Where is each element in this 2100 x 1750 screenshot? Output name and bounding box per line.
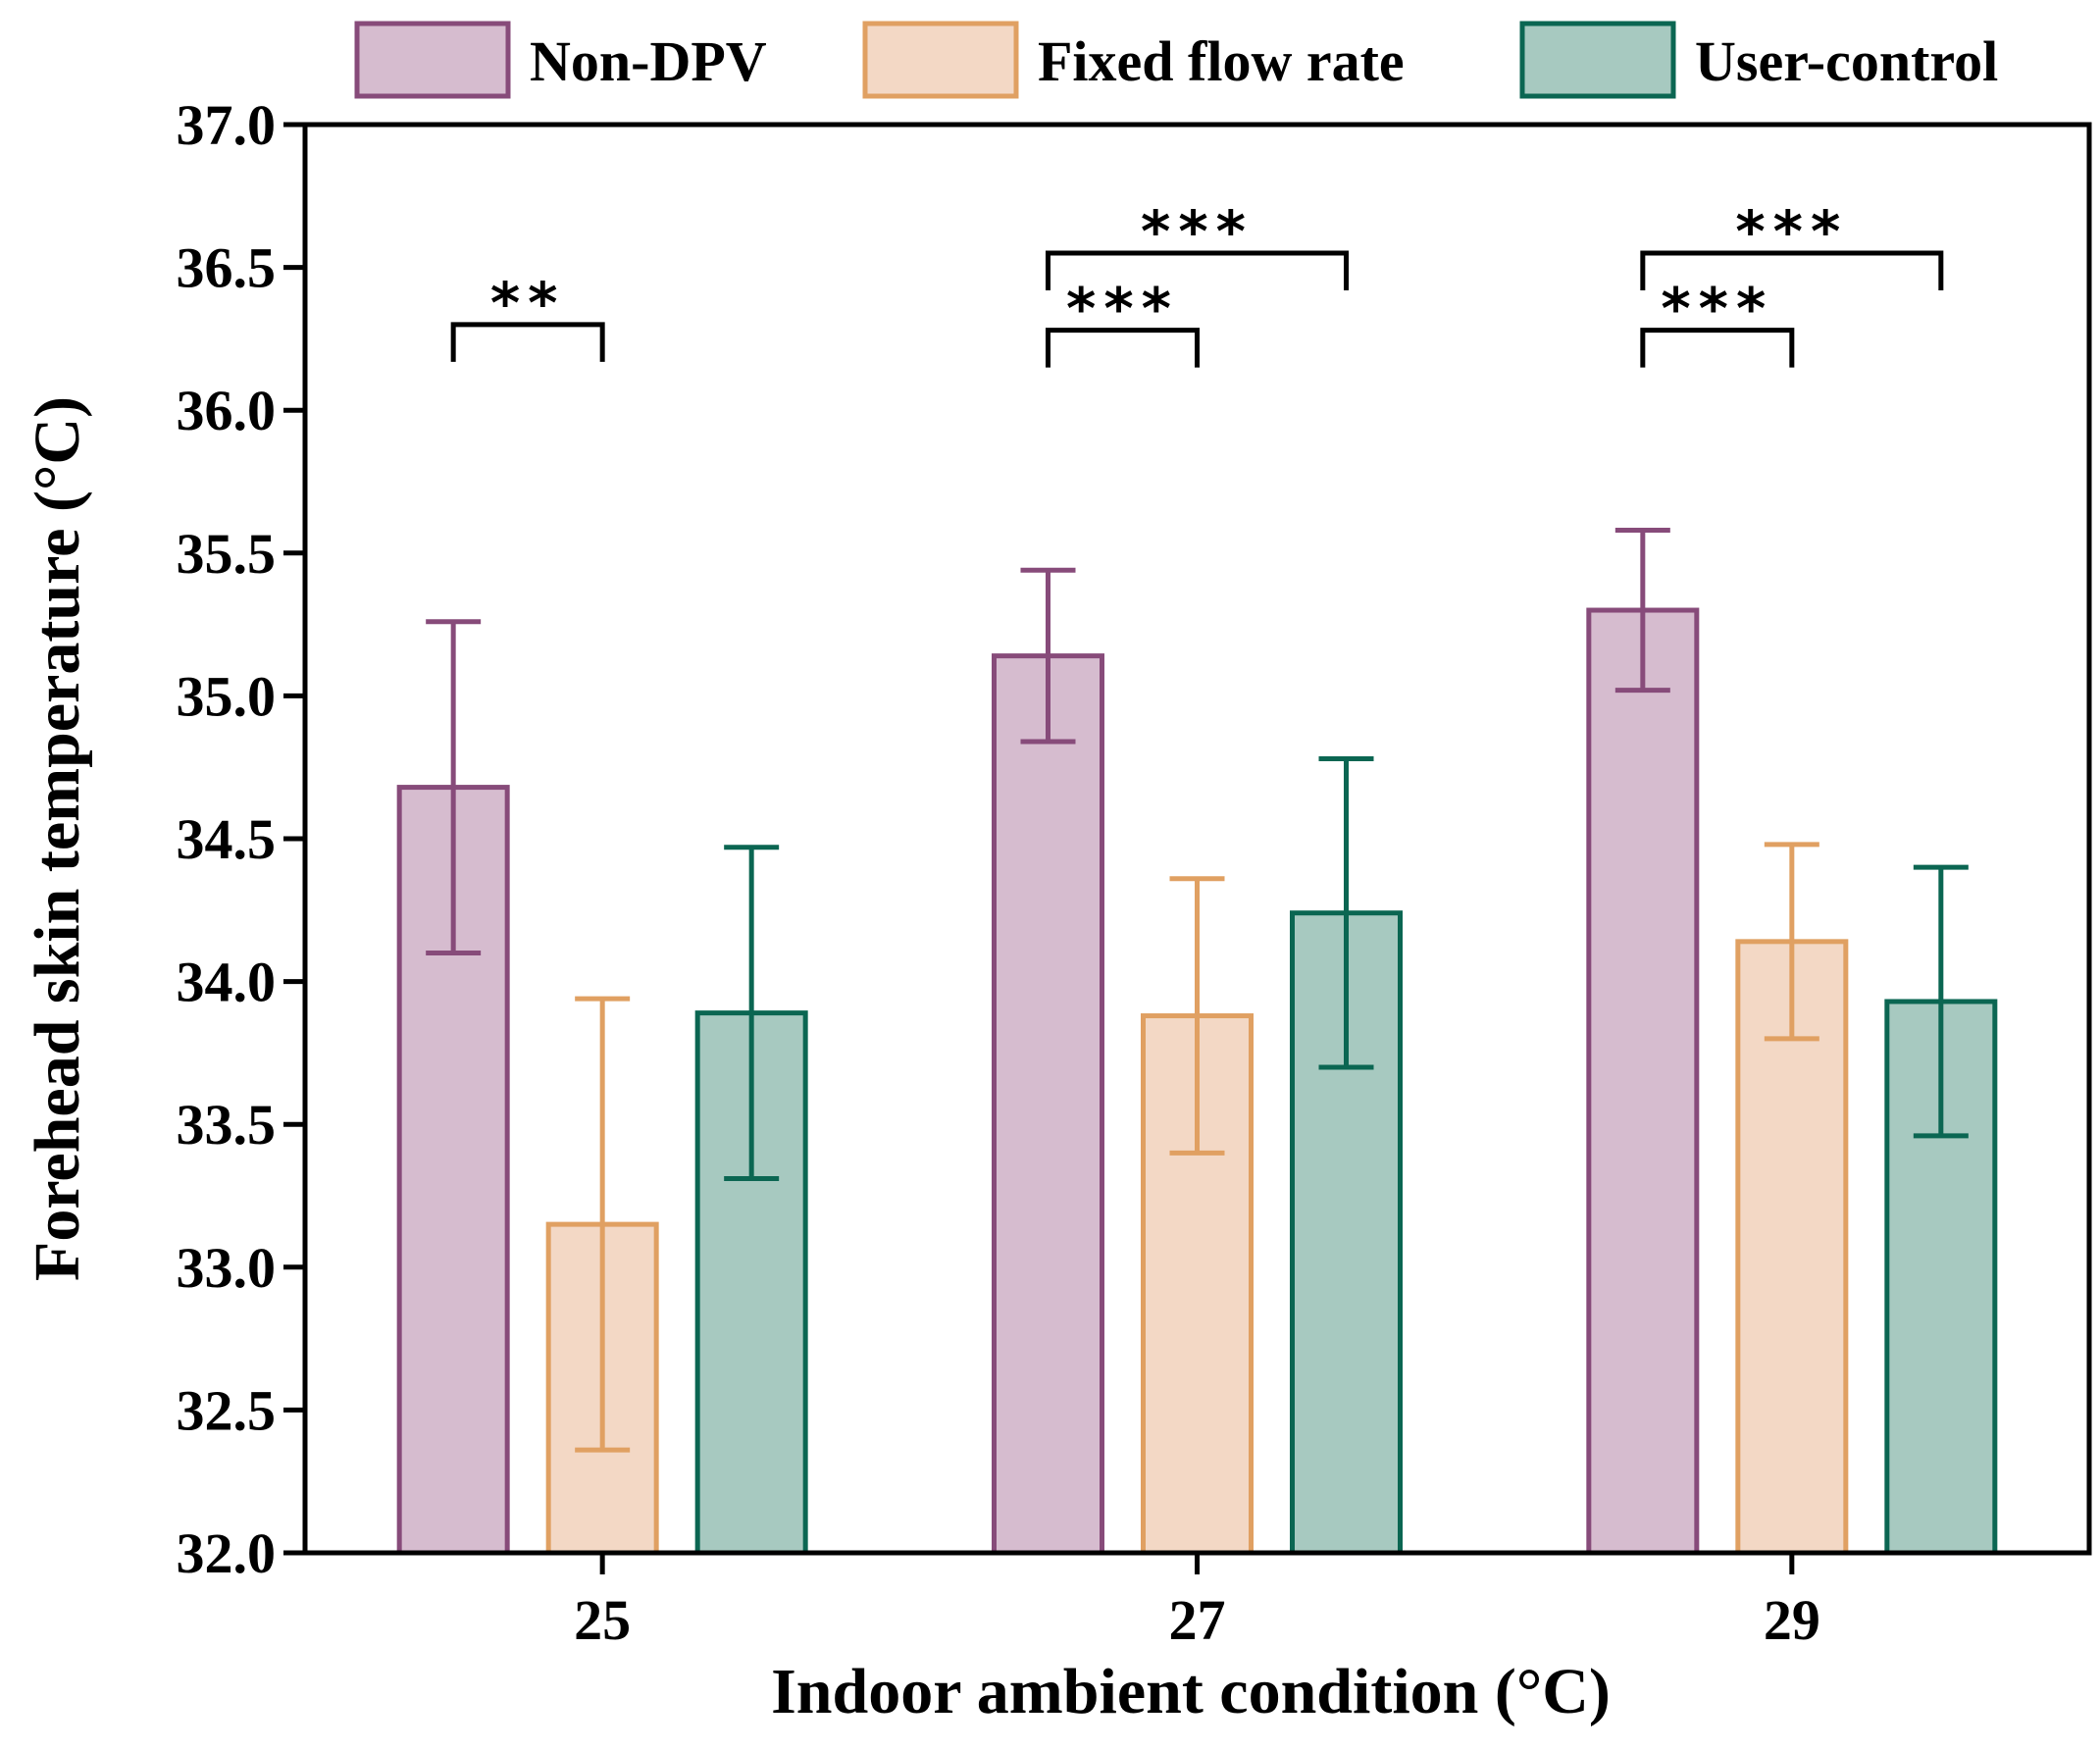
bar [992,653,1104,1556]
legend-label: User-control [1695,29,1998,93]
y-tick-label: 36.5 [177,236,277,300]
legend: Non-DPV Fixed flow rate User-control [354,21,1998,99]
significance-bracket [450,322,605,362]
significance-label: *** [1661,276,1773,342]
significance-label: ** [490,270,566,336]
significance-label: *** [1141,198,1254,265]
legend-swatch [862,21,1019,99]
x-tick-label: 29 [1764,1588,1820,1652]
y-tick-label: 37.0 [177,93,277,157]
legend-swatch [1519,21,1676,99]
significance-bracket [1640,328,1795,368]
significance-bracket [1640,250,1944,291]
y-tick-label: 32.0 [177,1521,277,1585]
significance-label: *** [1735,198,1848,265]
bar [1735,939,1849,1556]
y-tick-label: 34.0 [177,951,277,1014]
y-tick-label: 35.0 [177,664,277,728]
significance-layer: ** ************ [450,198,1944,368]
x-axis-title: Indoor ambient condition (°C) [771,1656,1611,1727]
significance-bracket [1046,250,1349,291]
legend-swatch [354,21,511,99]
bar [1586,607,1700,1556]
y-axis: 32.0 32.5 33.0 33.5 34.0 34.5 35.0 35.5 36.0 36.5… [177,93,305,1585]
y-tick-label: 33.5 [177,1093,277,1157]
x-axis: 25 27 29 [574,1553,1820,1652]
error-bars-layer [426,528,1969,1453]
y-tick-label: 32.5 [177,1378,277,1442]
y-tick-label: 33.0 [177,1236,277,1300]
legend-label: Non-DPV [530,29,767,93]
significance-label: *** [1066,276,1179,342]
significance-bracket [1046,328,1200,368]
x-tick-label: 27 [1169,1588,1226,1652]
y-tick-label: 34.5 [177,807,277,871]
x-tick-label: 25 [574,1588,631,1652]
y-axis-title: Forehead skin temperature (°C) [22,396,93,1281]
y-tick-label: 36.0 [177,379,277,442]
legend-label: Fixed flow rate [1038,29,1405,93]
y-tick-label: 35.5 [177,522,277,586]
